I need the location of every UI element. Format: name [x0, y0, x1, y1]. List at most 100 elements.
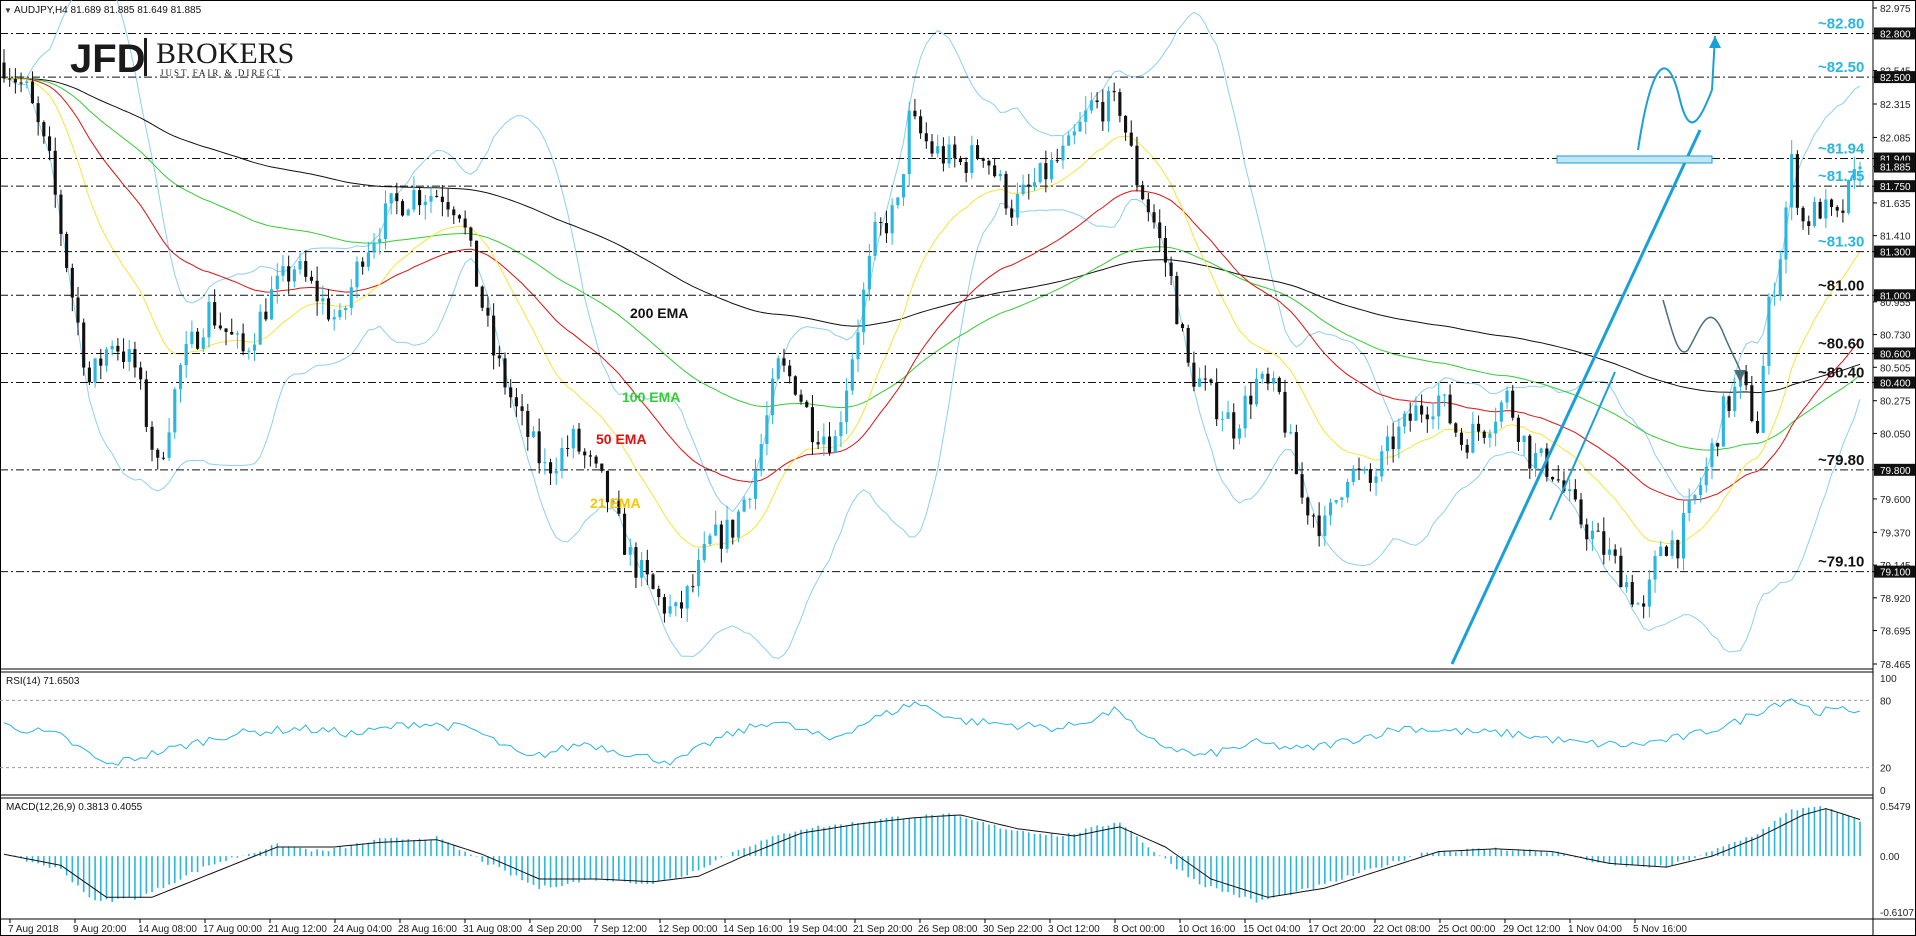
- candle-body: [753, 470, 758, 499]
- candle-body: [1488, 433, 1492, 438]
- time-tick-0: 7 Aug 2018: [8, 924, 59, 935]
- bearish-arrow-head-icon: [1734, 370, 1746, 382]
- candle-body: [953, 144, 957, 159]
- price-tag-7: 81.885: [1880, 163, 1911, 174]
- candle-body: [258, 311, 262, 345]
- candle-body: [1602, 531, 1606, 555]
- candle-body: [1112, 90, 1116, 93]
- annotations: 200 EMA 100 EMA 50 EMA 21 EMA: [590, 35, 1746, 665]
- candle-body: [1232, 412, 1236, 439]
- candle-body: [1032, 182, 1037, 187]
- level-label-7: ~80.40: [1818, 365, 1864, 382]
- price-tag-3: 82.500: [1880, 73, 1911, 84]
- candle-body: [1169, 262, 1173, 276]
- candle-body: [1681, 513, 1686, 559]
- price-tag-24: 79.100: [1880, 568, 1911, 579]
- candle-body: [1710, 443, 1714, 467]
- candle-body: [583, 451, 587, 456]
- candle-body: [338, 310, 342, 318]
- price-tick-10: 81.410: [1880, 232, 1911, 243]
- price-tick-21: 79.600: [1880, 495, 1911, 506]
- candle-body: [1630, 582, 1634, 605]
- candle-body: [856, 332, 860, 360]
- candle-body: [1328, 502, 1333, 516]
- ema-21-line: [3, 78, 1861, 548]
- macd-tick-0: 0.5479: [1880, 802, 1911, 813]
- candle-body: [1858, 166, 1862, 170]
- candle-body: [771, 378, 775, 416]
- candle-body: [554, 470, 558, 474]
- candle-body: [1351, 468, 1355, 482]
- candle-body: [156, 449, 160, 458]
- candle-body: [332, 317, 336, 320]
- candle-body: [1818, 201, 1822, 219]
- candle-body: [919, 116, 923, 134]
- price-tick-4: 82.315: [1880, 100, 1911, 111]
- candle-body: [224, 328, 228, 332]
- rsi-tick-0: 100: [1880, 674, 1897, 685]
- rsi-title: RSI(14) 71.6503: [6, 676, 80, 687]
- time-tick-7: 31 Aug 08:00: [463, 924, 522, 935]
- candle-body: [1021, 184, 1025, 195]
- time-tick-13: 21 Sep 20:00: [853, 924, 913, 935]
- candle-body: [1249, 395, 1253, 405]
- candle-body: [30, 81, 35, 104]
- time-tick-9: 7 Sep 12:00: [593, 924, 647, 935]
- candle-body: [1237, 428, 1241, 439]
- collapse-arrow-icon[interactable]: ▼: [4, 6, 12, 15]
- candle-body: [139, 367, 143, 380]
- rsi-line: [3, 698, 1861, 766]
- price-tag-6: 81.940: [1880, 155, 1911, 166]
- candle-body: [184, 344, 188, 366]
- candle-body: [884, 223, 889, 234]
- candle-body: [1414, 405, 1418, 421]
- candle-body: [1761, 365, 1765, 433]
- jfd-brokers-logo: JFD BROKERS JUST FAIR & DIRECT: [70, 37, 294, 81]
- candle-body: [1636, 603, 1640, 605]
- candle-body: [110, 345, 114, 350]
- candle-body: [474, 240, 479, 287]
- candle-body: [987, 160, 991, 166]
- candle-body: [406, 209, 410, 216]
- candle-body: [617, 500, 621, 514]
- logo-tagline: JUST FAIR & DIRECT: [160, 68, 282, 78]
- candle-body: [150, 426, 154, 450]
- macd-tick-2: -0.6107: [1880, 908, 1914, 919]
- time-tick-19: 15 Oct 04:00: [1243, 924, 1301, 935]
- candle-body: [964, 162, 968, 173]
- candle-body: [600, 463, 604, 471]
- candle-body: [1539, 448, 1543, 454]
- price-tag-bg-17: [1874, 376, 1915, 389]
- candle-body: [1494, 421, 1498, 434]
- level-label-9: ~79.10: [1818, 554, 1864, 571]
- candle-body: [452, 209, 456, 216]
- candle-body: [1847, 180, 1851, 213]
- candle-body: [1277, 377, 1281, 392]
- candle-body: [1323, 515, 1327, 537]
- candle-body: [862, 289, 866, 333]
- candle-body: [571, 428, 575, 449]
- time-tick-14: 26 Sep 08:00: [918, 924, 978, 935]
- candle-body: [1203, 378, 1207, 380]
- candle-body: [1209, 379, 1213, 383]
- candle-body: [1642, 603, 1646, 607]
- candle-body: [1459, 432, 1464, 445]
- candle-body: [178, 365, 183, 390]
- candle-body: [1186, 328, 1190, 363]
- candle-body: [759, 444, 763, 471]
- candle-body: [833, 436, 837, 453]
- candle-body: [1551, 476, 1555, 480]
- candle-body: [1010, 208, 1014, 218]
- price-tag-bg-12: [1874, 289, 1915, 302]
- candle-body: [418, 190, 422, 206]
- candle-body: [1704, 466, 1708, 486]
- candle-body: [1317, 515, 1321, 537]
- candle-body: [93, 358, 97, 383]
- candle-body: [480, 286, 484, 308]
- candle-body: [1482, 431, 1486, 438]
- candle-body: [930, 141, 934, 154]
- price-tag-20: 79.800: [1880, 466, 1911, 477]
- macd-title: MACD(12,26,9) 0.3813 0.4055: [6, 802, 143, 813]
- candle-body: [560, 448, 564, 471]
- candle-body: [1471, 423, 1475, 453]
